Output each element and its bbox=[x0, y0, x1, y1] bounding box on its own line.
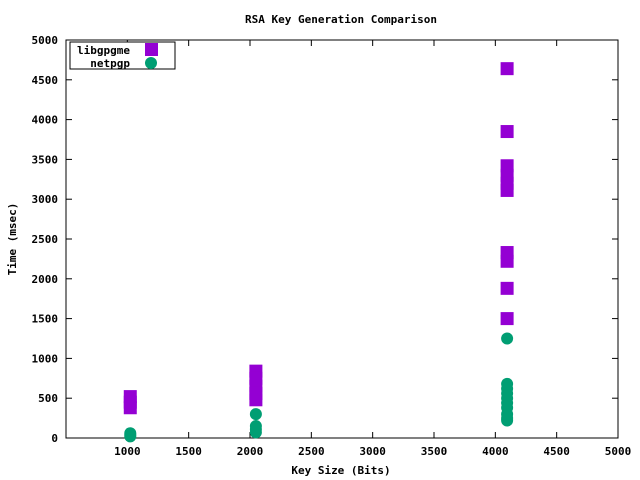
y-tick-label: 5000 bbox=[32, 34, 59, 47]
chart-title: RSA Key Generation Comparison bbox=[245, 13, 437, 26]
plot-border bbox=[65, 39, 619, 439]
y-tick-label: 500 bbox=[38, 392, 58, 405]
legend: libgpgme netpgp bbox=[69, 41, 176, 70]
point-libgpgme bbox=[500, 62, 514, 76]
point-netpgp bbox=[501, 332, 514, 345]
legend-label-netpgp: netpgp bbox=[90, 57, 130, 70]
point-libgpgme bbox=[500, 125, 514, 139]
point-libgpgme bbox=[123, 401, 137, 415]
x-tick-label: 2500 bbox=[298, 445, 325, 458]
x-tick-label: 1500 bbox=[175, 445, 202, 458]
y-tick-label: 3500 bbox=[32, 153, 59, 166]
x-tick-label: 1000 bbox=[114, 445, 141, 458]
y-tick-label: 4500 bbox=[32, 74, 59, 87]
y-axis-label: Time (msec) bbox=[6, 203, 19, 276]
x-tick-label: 4000 bbox=[482, 445, 509, 458]
x-tick-label: 3500 bbox=[421, 445, 448, 458]
point-netpgp bbox=[501, 414, 514, 427]
x-axis-label: Key Size (Bits) bbox=[291, 464, 390, 477]
x-tick-label: 5000 bbox=[605, 445, 632, 458]
y-tick-label: 4000 bbox=[32, 114, 59, 127]
y-tick-label: 2500 bbox=[32, 233, 59, 246]
x-tick-label: 4500 bbox=[543, 445, 570, 458]
x-tick-label: 2000 bbox=[237, 445, 264, 458]
legend-label-libgpgme: libgpgme bbox=[77, 44, 130, 57]
legend-marker-libgpgme bbox=[145, 43, 158, 56]
point-libgpgme bbox=[500, 281, 514, 295]
point-netpgp bbox=[124, 427, 137, 440]
y-tick-label: 1000 bbox=[32, 352, 59, 365]
y-tick-label: 3000 bbox=[32, 193, 59, 206]
y-tick-label: 2000 bbox=[32, 273, 59, 286]
x-tick-label: 3000 bbox=[359, 445, 386, 458]
point-libgpgme bbox=[500, 254, 514, 268]
legend-marker-netpgp bbox=[145, 57, 157, 69]
point-libgpgme bbox=[500, 312, 514, 326]
point-libgpgme bbox=[249, 393, 263, 407]
point-netpgp bbox=[249, 426, 262, 439]
point-libgpgme bbox=[500, 183, 514, 197]
y-tick-label: 1500 bbox=[32, 313, 59, 326]
y-tick-label: 0 bbox=[51, 432, 58, 445]
point-netpgp bbox=[249, 408, 262, 421]
